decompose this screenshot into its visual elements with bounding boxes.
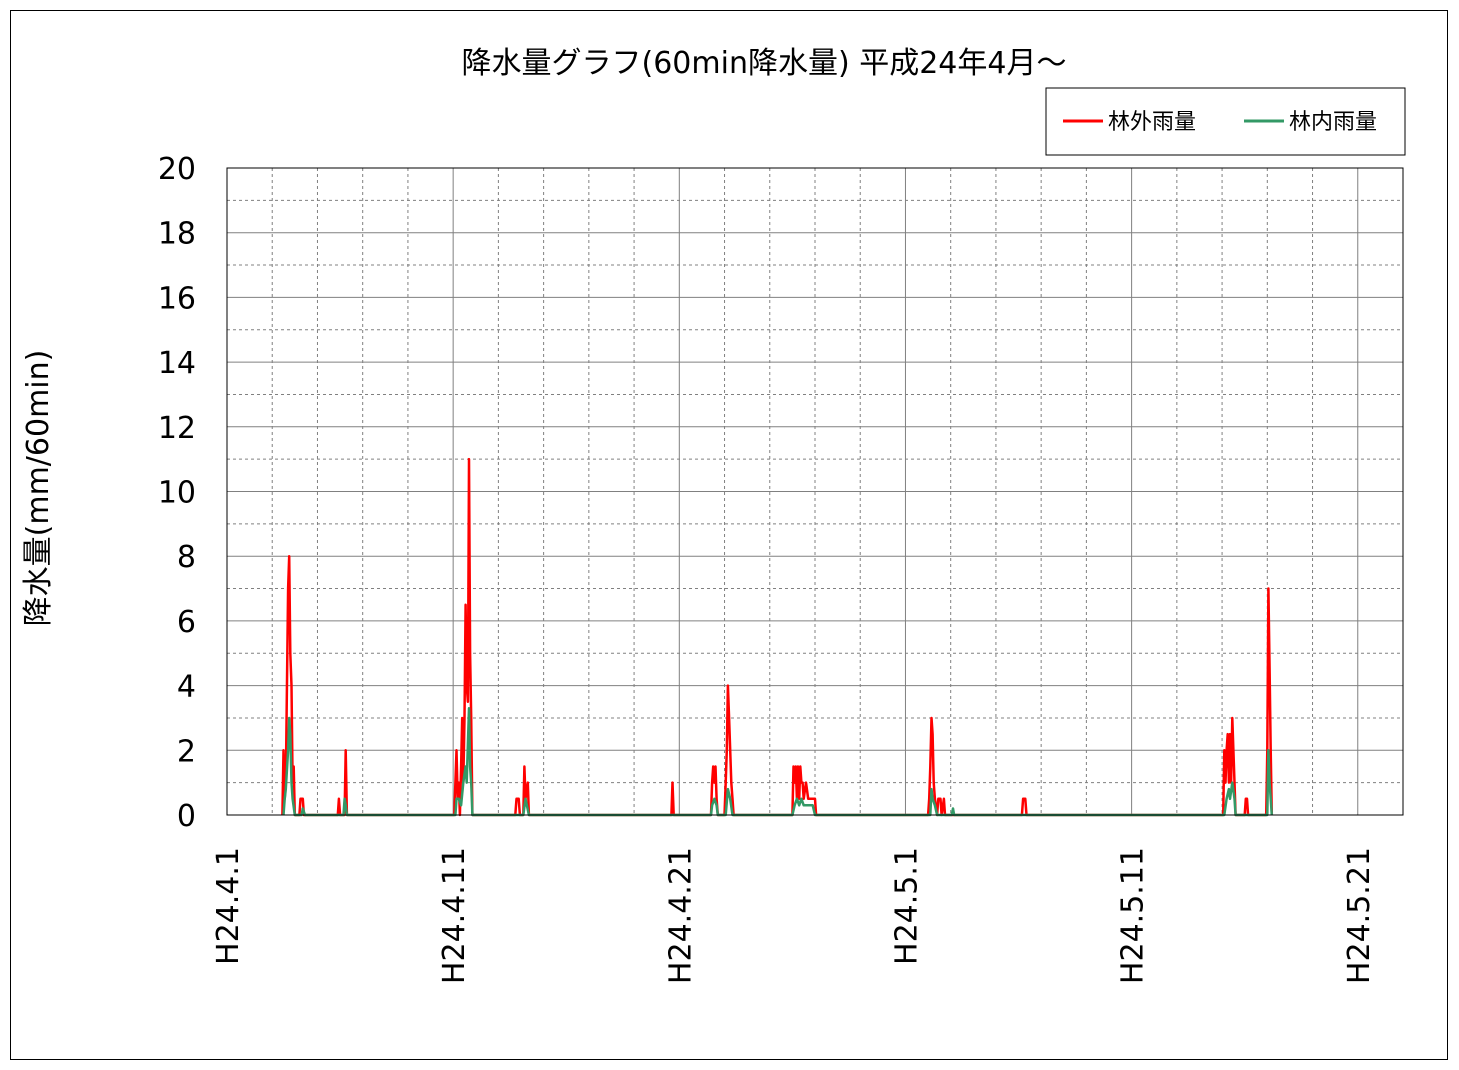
plot-area	[226, 167, 1404, 817]
x-tick-label: H24.4.21	[663, 847, 698, 984]
legend: 林外雨量 林内雨量	[1045, 87, 1406, 156]
series-line-0	[281, 457, 1274, 817]
y-tick-label: 20	[158, 152, 196, 187]
y-tick-label: 12	[158, 411, 196, 446]
y-tick-label: 18	[158, 217, 196, 252]
y-tick-label: 2	[177, 734, 196, 769]
x-tick-label: H24.5.21	[1342, 847, 1377, 984]
x-axis-ticks: H24.4.1 H24.4.11 H24.4.21 H24.5.1 H24.5.11 H2…	[211, 847, 1377, 984]
y-tick-label: 10	[158, 476, 196, 511]
grid-lines	[227, 168, 1403, 815]
x-tick-label: H24.5.1	[889, 847, 924, 965]
x-tick-label: H24.5.11	[1116, 847, 1151, 984]
chart-title: 降水量グラフ(60min降水量) 平成24年4月～	[462, 46, 1067, 81]
y-axis-ticks: 0 2 4 6 8 10 12 14 16 18 20	[158, 152, 196, 834]
y-tick-label: 14	[158, 346, 196, 381]
y-tick-label: 6	[177, 605, 196, 640]
legend-label-outside-rain: 林外雨量	[1108, 110, 1196, 135]
legend-box	[1045, 87, 1406, 156]
y-tick-label: 16	[158, 281, 196, 316]
y-tick-label: 0	[177, 799, 196, 834]
legend-label-inside-rain: 林内雨量	[1289, 110, 1377, 135]
x-tick-label: H24.4.1	[211, 847, 246, 965]
x-tick-label: H24.4.11	[437, 847, 472, 984]
y-axis-label: 降水量(mm/60min)	[21, 350, 56, 627]
plot-border	[226, 167, 1404, 816]
y-tick-label: 8	[177, 540, 196, 575]
y-tick-label: 4	[177, 670, 196, 705]
